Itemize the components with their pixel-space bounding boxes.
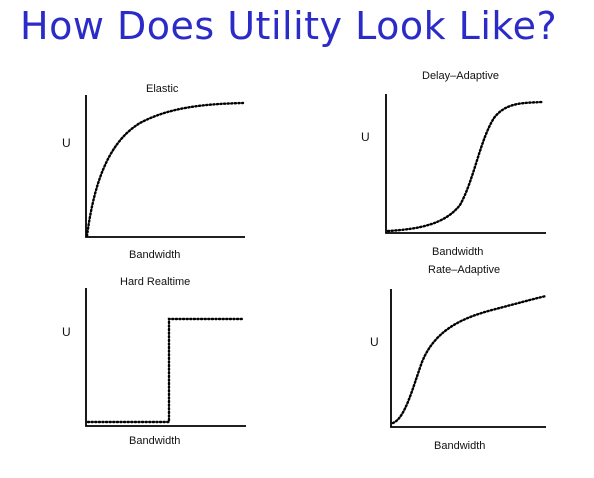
panel-title-elastic: Elastic (146, 83, 179, 95)
x-axis-label-hard-realtime: Bandwidth (129, 435, 180, 447)
y-axis-label-rate-adaptive: U (370, 335, 379, 349)
x-axis-label-delay-adaptive: Bandwidth (432, 246, 483, 258)
axes-hard-realtime (85, 288, 246, 427)
panel-hard-realtime: Hard Realtime U Bandwidth (62, 276, 246, 447)
curve-hard-realtime (86, 317, 244, 424)
x-axis-label-elastic: Bandwidth (129, 249, 180, 261)
slide-title: How Does Utility Look Like? (20, 4, 558, 48)
axes-elastic (85, 95, 245, 238)
panel-title-hard-realtime: Hard Realtime (120, 276, 190, 288)
y-axis-label-elastic: U (62, 136, 71, 150)
curve-delay-adaptive (386, 100, 544, 233)
curve-elastic (85, 101, 245, 238)
y-axis-label-delay-adaptive: U (361, 130, 370, 144)
curve-rate-adaptive (391, 294, 548, 425)
y-axis-label-hard-realtime: U (62, 325, 71, 339)
axes-rate-adaptive (390, 289, 546, 428)
axes-delay-adaptive (385, 94, 546, 234)
panel-title-delay-adaptive: Delay–Adaptive (422, 70, 499, 82)
panel-title-rate-adaptive: Rate–Adaptive (428, 264, 500, 276)
panel-rate-adaptive: Rate–Adaptive U Bandwidth (370, 264, 548, 452)
x-axis-label-rate-adaptive: Bandwidth (434, 440, 485, 452)
panel-elastic: Elastic U Bandwidth (62, 83, 245, 261)
panel-delay-adaptive: Delay–Adaptive U Bandwidth (361, 70, 546, 258)
